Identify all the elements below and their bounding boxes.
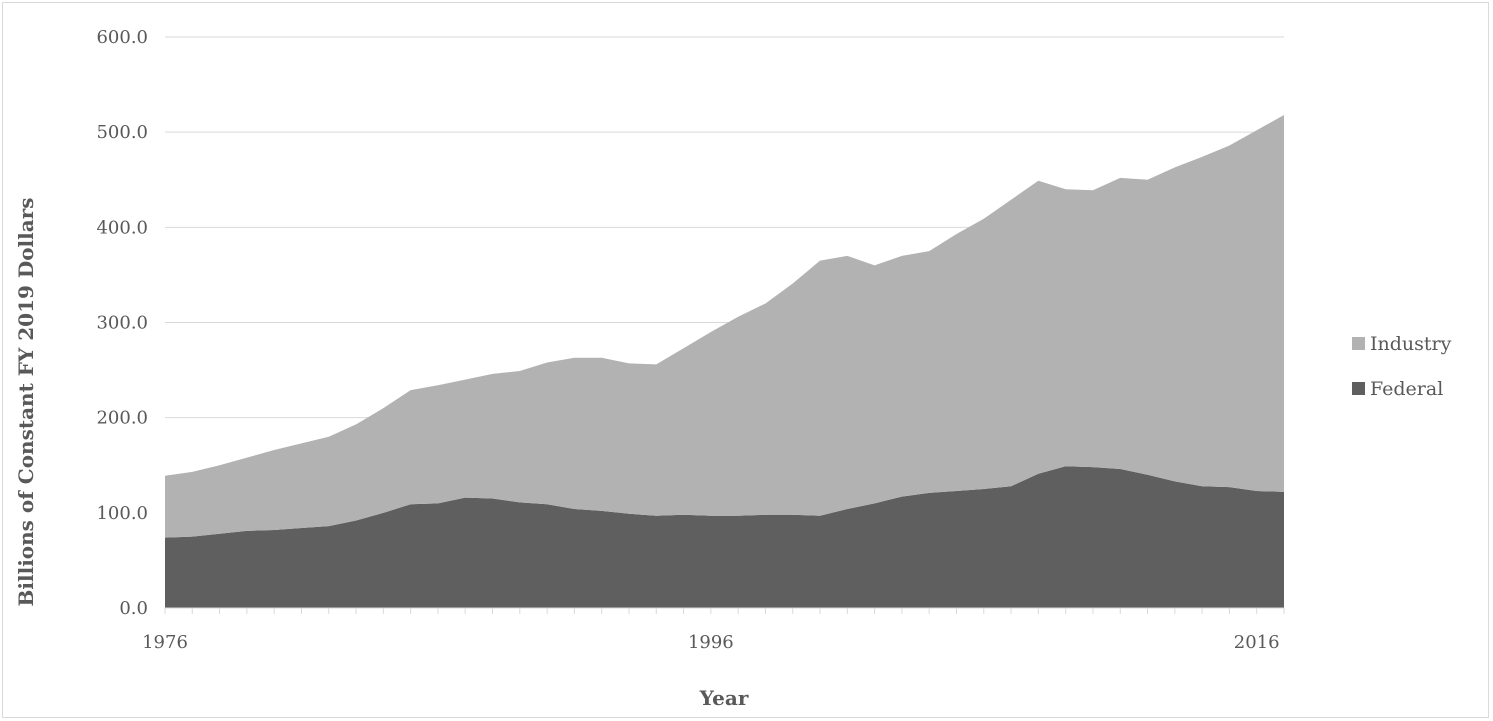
legend-swatch-federal bbox=[1352, 382, 1365, 395]
x-axis-title: Year bbox=[699, 686, 749, 710]
legend: Industry Federal bbox=[1352, 333, 1452, 400]
area-federal bbox=[165, 466, 1284, 608]
y-tick-label: 600.0 bbox=[96, 27, 148, 48]
y-tick-label: 500.0 bbox=[96, 122, 148, 143]
legend-label-industry: Industry bbox=[1370, 333, 1452, 355]
x-tick-label: 2016 bbox=[1234, 632, 1280, 653]
y-tick-label: 200.0 bbox=[96, 408, 148, 429]
area-series bbox=[165, 115, 1284, 608]
area-industry bbox=[165, 115, 1284, 538]
legend-swatch-industry bbox=[1352, 337, 1365, 350]
y-tick-label: 0.0 bbox=[119, 598, 148, 619]
legend-label-federal: Federal bbox=[1370, 378, 1443, 400]
y-axis: 0.0 100.0 200.0 300.0 400.0 500.0 600.0 bbox=[96, 27, 148, 619]
x-tick-label: 1976 bbox=[142, 632, 188, 653]
y-tick-label: 400.0 bbox=[96, 217, 148, 238]
y-tick-label: 100.0 bbox=[96, 503, 148, 524]
y-tick-label: 300.0 bbox=[96, 313, 148, 334]
x-tick-label: 1996 bbox=[688, 632, 734, 653]
y-axis-title: Billions of Constant FY 2019 Dollars bbox=[14, 197, 38, 606]
x-axis: 1976 1996 2016 bbox=[142, 607, 1285, 653]
